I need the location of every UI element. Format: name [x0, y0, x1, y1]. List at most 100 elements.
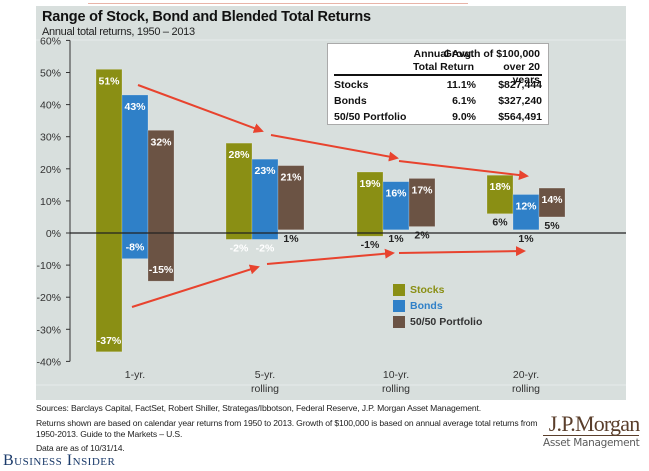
business-insider-logo: Business Insider — [3, 452, 116, 469]
bar-min-label: 2% — [414, 230, 430, 242]
trend-arrow — [131, 264, 260, 308]
table-row: Bonds 6.1% $327,240 — [334, 95, 542, 111]
bar-min-label: -8% — [126, 242, 145, 254]
bar-min-label: 6% — [492, 217, 508, 229]
y-tick-label: 10% — [40, 196, 61, 208]
row-growth: $327,240 — [498, 95, 542, 107]
trend-arrow — [398, 246, 526, 257]
trend-arrow — [398, 160, 529, 181]
x-category-label: 1-yr. — [125, 369, 145, 381]
bar-max-label: 18% — [489, 181, 511, 193]
legend-label: Bonds — [410, 300, 443, 312]
bar-max-label: 16% — [385, 188, 407, 200]
bar-stocks — [486, 174, 514, 215]
x-category-label-line2: rolling — [382, 383, 410, 395]
table-row: Stocks 11.1% $827,444 — [334, 79, 542, 95]
footer-note-line2: 1950-2013. Guide to the Markets – U.S. — [36, 429, 183, 439]
header-avg-line1: Annual Avg. — [413, 48, 474, 60]
legend-swatch-portfolio — [393, 316, 405, 328]
x-category-label-line2: rolling — [251, 383, 279, 395]
header-growth-line1: Growth of $100,000 — [443, 48, 540, 60]
bar-max-label: 17% — [411, 184, 433, 196]
footer-sources: Sources: Barclays Capital, FactSet, Robe… — [36, 403, 481, 413]
y-tick-label: 60% — [40, 35, 61, 47]
y-tick-label: 0% — [46, 228, 61, 240]
bar-max-label: 23% — [254, 165, 276, 177]
trend-arrow — [270, 134, 399, 162]
x-category-label: 5-yr. — [255, 369, 275, 381]
y-tick-label: 30% — [40, 132, 61, 144]
bar-bonds — [382, 181, 410, 231]
x-category-label: 20-yr. — [513, 369, 539, 381]
row-name: Stocks — [334, 79, 369, 91]
bar-min-label: -1% — [361, 239, 380, 251]
bar-50-50-portfolio — [147, 129, 175, 282]
chart-subtitle: Annual total returns, 1950 – 2013 — [42, 26, 195, 38]
bar-min-label: 5% — [544, 220, 560, 232]
legend: Stocks Bonds 50/50 Portfolio — [393, 282, 482, 330]
header-avg-line2: Total Return — [412, 61, 474, 73]
legend-item-stocks: Stocks — [393, 282, 482, 298]
bar-min-label: -37% — [97, 335, 122, 347]
y-tick-label: -30% — [36, 324, 61, 336]
bar-max-label: 43% — [124, 101, 146, 113]
legend-swatch-bonds — [393, 300, 405, 312]
bar-min-label: 1% — [518, 233, 534, 245]
y-tick-label: 50% — [40, 68, 61, 80]
top-accent-line — [88, 3, 468, 4]
bar-bonds — [251, 158, 279, 240]
table-header-separator — [334, 74, 542, 76]
bar-max-label: 32% — [150, 136, 172, 148]
row-avg: 6.1% — [452, 95, 476, 107]
summary-table: Annual Avg. Total Return Growth of $100,… — [327, 43, 549, 125]
bar-max-label: 51% — [98, 75, 120, 87]
x-category-label: 10-yr. — [383, 369, 409, 381]
bar-max-label: 19% — [359, 178, 381, 190]
footer-asof: Data are as of 10/31/14. — [36, 443, 125, 453]
y-tick-label: -20% — [36, 292, 61, 304]
bar-max-label: 12% — [515, 200, 537, 212]
legend-label: 50/50 Portfolio — [410, 316, 483, 328]
jpmorgan-logo-name: J.P.Morgan — [543, 413, 640, 436]
footer-note: Returns shown are based on calendar year… — [36, 418, 538, 440]
bar-bonds — [121, 94, 149, 259]
row-growth: $827,444 — [498, 79, 542, 91]
row-growth: $564,491 — [498, 111, 542, 123]
trend-arrow — [266, 248, 395, 265]
y-tick-label: -10% — [36, 260, 61, 272]
bar-max-label: 21% — [280, 172, 302, 184]
legend-item-portfolio: 50/50 Portfolio — [393, 314, 482, 330]
jpmorgan-logo-sub: Asset Management — [543, 437, 640, 449]
jpmorgan-logo: J.P.Morgan Asset Management — [543, 413, 640, 450]
bar-min-label: 1% — [388, 233, 404, 245]
table-header-avg: Annual Avg. Total Return — [388, 48, 474, 74]
row-name: 50/50 Portfolio — [334, 111, 407, 123]
table-header-growth: Growth of $100,000 over 20 years — [444, 48, 540, 87]
bar-min-label: -2% — [256, 242, 275, 254]
bar-min-label: -2% — [230, 242, 249, 254]
legend-item-bonds: Bonds — [393, 298, 482, 314]
bar-stocks — [225, 142, 253, 240]
row-avg: 9.0% — [452, 111, 476, 123]
x-category-label-line2: rolling — [512, 383, 540, 395]
bar-max-label: 28% — [228, 149, 250, 161]
table-row: 50/50 Portfolio 9.0% $564,491 — [334, 111, 542, 127]
legend-label: Stocks — [410, 284, 445, 296]
y-tick-label: 40% — [40, 100, 61, 112]
bar-stocks — [356, 171, 384, 237]
y-tick-label: -40% — [36, 356, 61, 368]
row-name: Bonds — [334, 95, 367, 107]
chart-title: Range of Stock, Bond and Blended Total R… — [42, 9, 371, 25]
legend-swatch-stocks — [393, 284, 405, 296]
header-growth-line2: over 20 years — [503, 61, 540, 86]
bar-stocks — [95, 68, 123, 353]
footer-note-line1: Returns shown are based on calendar year… — [36, 418, 538, 428]
bar-min-label: -15% — [149, 264, 174, 276]
bar-50-50-portfolio — [277, 165, 305, 231]
bar-50-50-portfolio — [538, 187, 566, 218]
trend-arrow — [137, 84, 264, 133]
bar-max-label: 14% — [541, 194, 563, 206]
bar-50-50-portfolio — [408, 178, 436, 227]
row-avg: 11.1% — [446, 79, 476, 91]
